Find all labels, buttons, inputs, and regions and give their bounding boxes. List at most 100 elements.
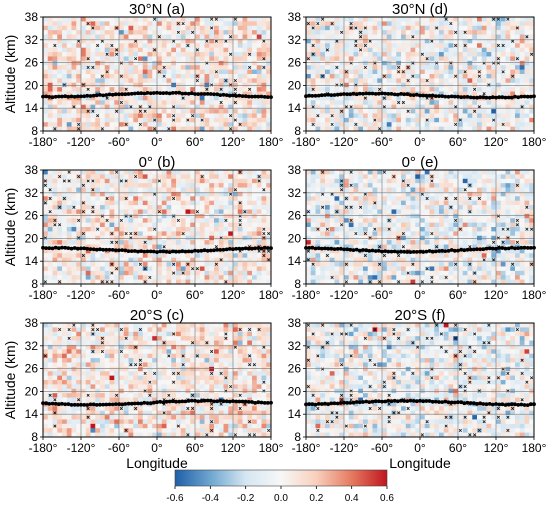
heatmap-cell <box>57 271 62 276</box>
heatmap-cell <box>515 52 520 57</box>
heatmap-cell <box>48 275 53 280</box>
heatmap-cell <box>48 266 53 271</box>
heatmap-cell <box>167 245 172 250</box>
heatmap-cell <box>401 78 406 83</box>
heatmap-cell <box>354 87 359 92</box>
heatmap-cell <box>167 100 172 105</box>
heatmap-cell <box>496 21 501 26</box>
heatmap-cell <box>401 201 406 206</box>
heatmap-cell <box>76 56 81 61</box>
heatmap-cell <box>487 170 492 175</box>
heatmap-cell <box>411 214 416 219</box>
heatmap-cell <box>91 87 96 92</box>
heatmap-cell <box>171 43 176 48</box>
heatmap-cell <box>76 17 81 22</box>
heatmap-cell <box>91 122 96 127</box>
heatmap-cell <box>195 218 200 223</box>
heatmap-cell <box>114 17 119 22</box>
heatmap-cell <box>325 26 330 31</box>
heatmap-cell <box>133 227 138 232</box>
heatmap-cell <box>76 52 81 57</box>
heatmap-cell <box>510 87 515 92</box>
heatmap-cell <box>195 17 200 22</box>
heatmap-cell <box>330 48 335 53</box>
heatmap-cell <box>124 109 129 114</box>
heatmap-cell <box>252 205 257 210</box>
heatmap-cell <box>181 179 186 184</box>
heatmap-cell <box>496 170 501 175</box>
heatmap-cell <box>143 258 148 263</box>
heatmap-cell <box>110 205 115 210</box>
heatmap-cell <box>262 87 267 92</box>
heatmap-cell <box>515 70 520 75</box>
heatmap-cell <box>392 65 397 70</box>
heatmap-cell <box>506 214 511 219</box>
heatmap-cell <box>195 21 200 26</box>
heatmap-cell <box>43 35 48 40</box>
heatmap-cell <box>320 118 325 123</box>
heatmap-cell <box>81 174 86 179</box>
heatmap-cell <box>491 113 496 118</box>
heatmap-cell <box>209 105 214 110</box>
heatmap-cell <box>306 196 311 201</box>
heatmap-cell <box>306 214 311 219</box>
heatmap-cell <box>335 179 340 184</box>
heatmap-cell <box>110 122 115 127</box>
heatmap-cell <box>100 100 105 105</box>
heatmap-cell <box>167 52 172 57</box>
heatmap-cell <box>209 266 214 271</box>
heatmap-cell <box>176 227 181 232</box>
heatmap-cell <box>148 26 153 31</box>
heatmap-cell <box>320 183 325 188</box>
heatmap-cell <box>477 87 482 92</box>
heatmap-cell <box>157 275 162 280</box>
heatmap-cell <box>224 21 229 26</box>
heatmap-cell <box>358 61 363 66</box>
heatmap-cell <box>181 70 186 75</box>
heatmap-cell <box>62 17 67 22</box>
heatmap-cell <box>262 26 267 31</box>
heatmap-cell <box>86 74 91 79</box>
y-tick-label: 38 <box>25 163 39 177</box>
heatmap-cell <box>143 231 148 236</box>
heatmap-cell <box>406 56 411 61</box>
heatmap-cell <box>200 275 205 280</box>
heatmap-cell <box>176 74 181 79</box>
heatmap-cell <box>257 30 262 35</box>
heatmap-cell <box>439 61 444 66</box>
heatmap-cell <box>119 48 124 53</box>
heatmap-cell <box>219 266 224 271</box>
heatmap-cell <box>214 183 219 188</box>
heatmap-cell <box>444 100 449 105</box>
heatmap-cell <box>186 61 191 66</box>
heatmap-cell <box>195 105 200 110</box>
heatmap-cell <box>81 52 86 57</box>
heatmap-cell <box>176 48 181 53</box>
heatmap-cell <box>181 26 186 31</box>
heatmap-cell <box>411 105 416 110</box>
heatmap-cell <box>515 48 520 53</box>
heatmap-cell <box>358 70 363 75</box>
heatmap-cell <box>138 35 143 40</box>
heatmap-cell <box>152 174 157 179</box>
tropopause-point <box>231 247 235 251</box>
heatmap-cell <box>233 179 238 184</box>
heatmap-cell <box>491 21 496 26</box>
heatmap-cell <box>382 56 387 61</box>
heatmap-cell <box>243 223 248 228</box>
heatmap-cell <box>57 218 62 223</box>
heatmap-cell <box>214 214 219 219</box>
heatmap-cell <box>406 74 411 79</box>
heatmap-cell <box>243 48 248 53</box>
heatmap-cell <box>100 218 105 223</box>
heatmap-cell <box>176 78 181 83</box>
heatmap-cell <box>129 109 134 114</box>
heatmap-cell <box>420 105 425 110</box>
heatmap-cell <box>110 65 115 70</box>
heatmap-cell <box>181 245 186 250</box>
heatmap-cell <box>219 275 224 280</box>
heatmap-cell <box>167 78 172 83</box>
heatmap-cell <box>252 258 257 263</box>
heatmap-cell <box>162 109 167 114</box>
heatmap-cell <box>491 201 496 206</box>
